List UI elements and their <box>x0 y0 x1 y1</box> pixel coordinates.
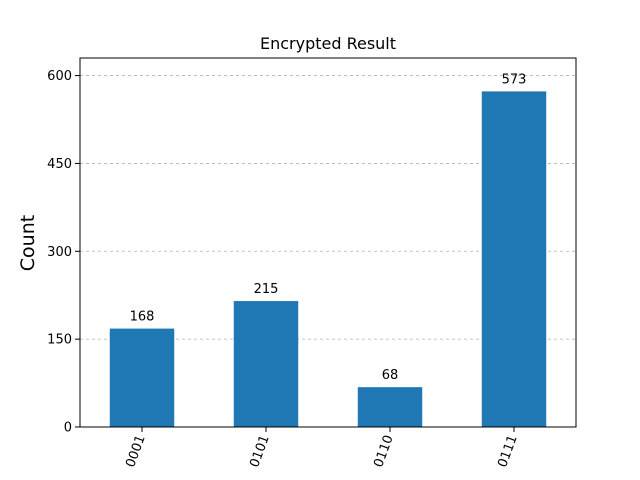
y-tick-label: 600 <box>47 69 72 84</box>
y-tick-label: 0 <box>64 421 72 436</box>
bar-value-label: 168 <box>130 310 155 325</box>
y-axis-ticks: 0 150 300 450 600 <box>47 69 80 436</box>
grid-lines <box>80 75 576 340</box>
bar <box>233 301 299 427</box>
x-axis-ticks: 0001 0101 0110 0111 <box>123 427 521 469</box>
y-tick-label: 300 <box>47 245 72 260</box>
bar-value-label: 573 <box>502 72 527 87</box>
chart-title: Encrypted Result <box>260 34 396 53</box>
bar <box>109 328 175 427</box>
x-tick-label: 0101 <box>247 433 272 469</box>
y-axis-label: Count <box>17 215 39 271</box>
x-tick-label: 0001 <box>123 433 148 469</box>
bars <box>109 91 547 427</box>
bar <box>481 91 547 427</box>
bar-value-labels: 168 215 68 573 <box>130 72 527 383</box>
plot-frame <box>79 57 577 428</box>
x-tick-label: 0111 <box>495 433 520 469</box>
x-tick-label: 0110 <box>371 433 396 469</box>
bar-value-label: 68 <box>382 368 399 383</box>
y-tick-label: 450 <box>47 157 72 172</box>
bar <box>357 387 423 427</box>
y-tick-label: 150 <box>47 333 72 348</box>
bar-value-label: 215 <box>254 282 279 297</box>
